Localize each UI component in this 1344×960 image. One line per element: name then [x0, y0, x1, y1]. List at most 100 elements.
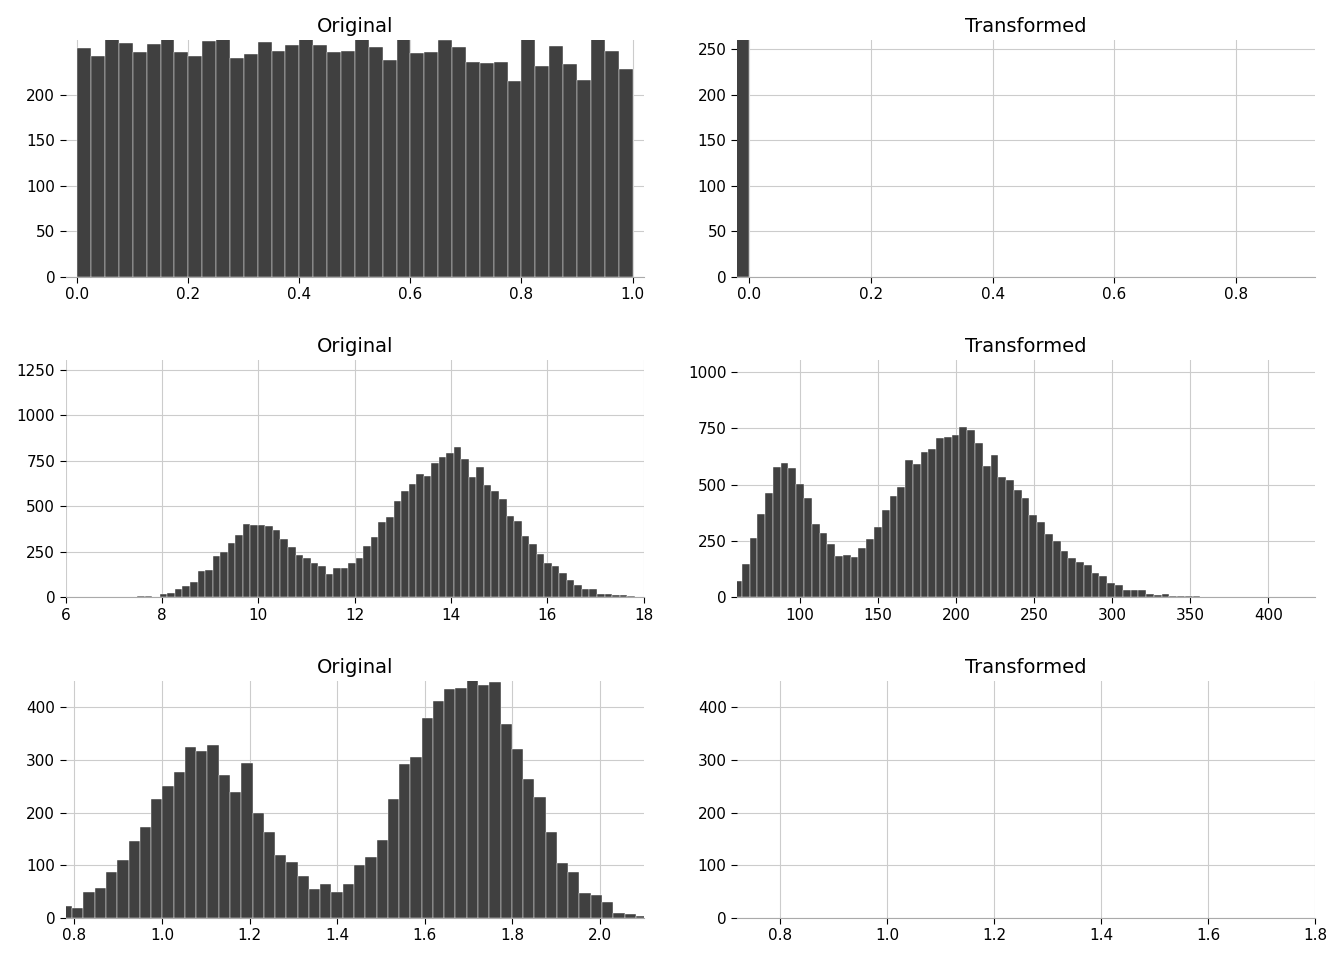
- Bar: [286, 861, 297, 918]
- Bar: [1083, 565, 1091, 597]
- Bar: [859, 548, 866, 597]
- Bar: [521, 19, 535, 277]
- Bar: [101, 112, 122, 277]
- Bar: [188, 57, 202, 277]
- Bar: [480, 62, 493, 277]
- Bar: [508, 81, 521, 277]
- Bar: [890, 495, 898, 597]
- Bar: [246, 869, 259, 918]
- Bar: [103, 794, 116, 918]
- Bar: [591, 895, 602, 918]
- Bar: [820, 534, 828, 597]
- Bar: [727, 0, 749, 277]
- Bar: [765, 493, 773, 597]
- Bar: [466, 61, 480, 277]
- Bar: [546, 903, 559, 918]
- Bar: [355, 25, 368, 277]
- Bar: [567, 580, 574, 597]
- Bar: [456, 799, 468, 918]
- Bar: [371, 537, 379, 597]
- Bar: [1192, 596, 1200, 597]
- Bar: [468, 0, 489, 277]
- Bar: [259, 858, 273, 918]
- Bar: [77, 48, 91, 277]
- Bar: [410, 53, 425, 277]
- Bar: [597, 594, 605, 597]
- Bar: [742, 564, 750, 597]
- Bar: [1130, 589, 1138, 597]
- Bar: [468, 811, 481, 918]
- Bar: [711, 596, 719, 597]
- Bar: [446, 7, 468, 277]
- Bar: [212, 556, 220, 597]
- Bar: [16, 917, 27, 918]
- Bar: [943, 437, 952, 597]
- Bar: [0, 827, 12, 918]
- Title: Transformed: Transformed: [965, 337, 1087, 356]
- Bar: [168, 592, 175, 597]
- Bar: [851, 557, 859, 597]
- Bar: [399, 763, 410, 918]
- Bar: [339, 9, 360, 277]
- Bar: [425, 11, 446, 277]
- Bar: [590, 589, 597, 597]
- Bar: [253, 812, 263, 918]
- Bar: [913, 465, 921, 597]
- Bar: [552, 566, 559, 597]
- Bar: [577, 80, 591, 277]
- Bar: [1046, 534, 1052, 597]
- Bar: [511, 0, 534, 277]
- Bar: [242, 762, 253, 918]
- Bar: [937, 438, 943, 597]
- Bar: [122, 74, 144, 277]
- Bar: [535, 65, 550, 277]
- Bar: [1068, 558, 1077, 597]
- Bar: [0, 127, 15, 277]
- Bar: [1154, 594, 1161, 597]
- Bar: [874, 527, 882, 597]
- Bar: [160, 593, 168, 597]
- Title: Original: Original: [316, 16, 392, 36]
- Bar: [625, 914, 636, 918]
- Bar: [1030, 516, 1038, 597]
- Bar: [216, 34, 230, 277]
- Bar: [382, 36, 403, 277]
- Bar: [469, 477, 476, 597]
- Bar: [151, 799, 163, 918]
- Bar: [591, 30, 605, 277]
- Title: Original: Original: [316, 337, 392, 356]
- Bar: [220, 552, 227, 597]
- Bar: [198, 571, 206, 597]
- Bar: [51, 749, 63, 918]
- Bar: [921, 452, 929, 597]
- Bar: [36, 120, 58, 277]
- Bar: [489, 4, 511, 277]
- Bar: [476, 468, 484, 597]
- Bar: [118, 43, 133, 277]
- Bar: [263, 831, 276, 918]
- Bar: [663, 0, 684, 277]
- Bar: [258, 42, 271, 277]
- Bar: [991, 455, 999, 597]
- Bar: [230, 792, 242, 918]
- Bar: [137, 596, 145, 597]
- Bar: [866, 539, 874, 597]
- Bar: [313, 45, 327, 277]
- Title: Transformed: Transformed: [965, 658, 1087, 677]
- Bar: [341, 51, 355, 277]
- Bar: [573, 915, 586, 918]
- Bar: [281, 540, 288, 597]
- Bar: [133, 52, 146, 277]
- Bar: [423, 475, 431, 597]
- Bar: [38, 757, 51, 918]
- Bar: [726, 589, 734, 597]
- Bar: [296, 555, 302, 597]
- Bar: [898, 487, 905, 597]
- Bar: [129, 814, 142, 918]
- Bar: [183, 586, 190, 597]
- Bar: [173, 772, 185, 918]
- Bar: [641, 0, 663, 277]
- Bar: [605, 593, 612, 597]
- Bar: [73, 908, 83, 918]
- Bar: [636, 917, 646, 918]
